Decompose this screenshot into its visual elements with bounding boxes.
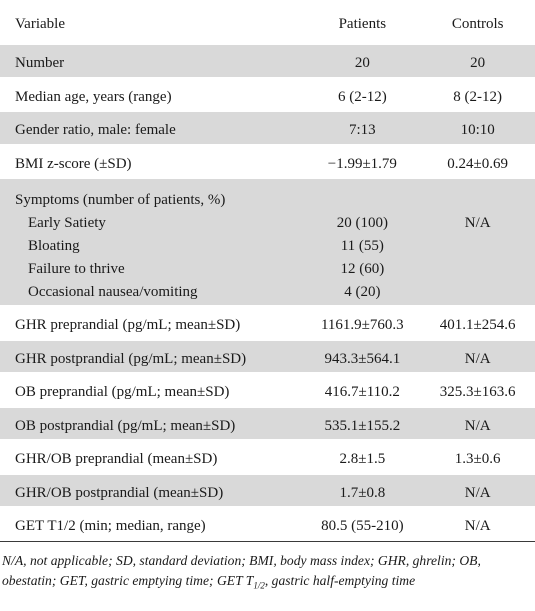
table-footnote: N/A, not applicable; SD, standard deviat… [2, 551, 532, 596]
symptom-label: Occasional nausea/vomiting [28, 284, 198, 300]
cell-patients: 416.7±110.2 [324, 384, 400, 400]
table-row: GHR postprandial (pg/mL; mean±SD) 943.3±… [0, 340, 535, 373]
footnote-text-end: , gastric half-emptying time [264, 572, 416, 588]
table-row: BMI z-score (±SD) −1.99±1.79 0.24±0.69 [0, 145, 535, 178]
cell-patients: 1.7±0.8 [339, 485, 386, 501]
cell-controls: N/A [464, 418, 491, 434]
cell-patients: 943.3±564.1 [324, 351, 401, 367]
header-variable: Variable [0, 0, 305, 45]
cell-patients: 20 [354, 55, 370, 71]
table-row-symptoms: Symptoms (number of patients, %) Early S… [0, 178, 535, 306]
cell-variable: Number [15, 55, 65, 71]
symptom-patients: 4 (20) [344, 284, 381, 300]
cell-patients: 7:13 [349, 122, 376, 138]
symptom-label: Early Satiety [28, 215, 106, 231]
cell-controls: 20 [470, 55, 486, 71]
header-patients: Patients [304, 0, 421, 45]
cell-variable: GET T1/2 (min; median, range) [0, 507, 305, 542]
cell-controls: N/A [464, 351, 491, 367]
cell-controls: 325.3±163.6 [439, 384, 516, 400]
table-row: GHR/OB preprandial (mean±SD) 2.8±1.5 1.3… [0, 440, 535, 474]
table-row: OB preprandial (pg/mL; mean±SD) 416.7±11… [0, 373, 535, 407]
cell-controls: 10:10 [460, 122, 495, 138]
cell-patients: −1.99±1.79 [327, 156, 397, 172]
symptom-controls: N/A [464, 215, 491, 231]
cell-variable: Gender ratio, male: female [15, 122, 176, 138]
cell-variable: BMI z-score (±SD) [15, 156, 132, 172]
table-row: OB postprandial (pg/mL; mean±SD) 535.1±1… [0, 407, 535, 440]
cell-controls: 401.1±254.6 [439, 317, 516, 333]
cell-controls: 8 (2-12) [453, 89, 503, 105]
cell-controls: 1.3±0.6 [454, 451, 501, 467]
cell-variable: GHR/OB preprandial (mean±SD) [15, 451, 218, 467]
cell-controls [420, 189, 535, 212]
symptom-label: Bloating [28, 238, 80, 254]
table-row: GET T1/2 (min; median, range) 80.5 (55-2… [0, 507, 535, 542]
cell-patients: 2.8±1.5 [339, 451, 386, 467]
cell-patients: 535.1±155.2 [324, 418, 401, 434]
cell-variable: GHR postprandial (pg/mL; mean±SD) [15, 351, 247, 367]
table-row: Number 20 20 [0, 44, 535, 78]
header-controls: Controls [420, 0, 535, 45]
symptom-patients: 20 (100) [336, 215, 388, 231]
cell-variable: GHR/OB postprandial (mean±SD) [15, 485, 224, 501]
footnote-text: N/A, not applicable; SD, standard deviat… [2, 553, 481, 588]
symptom-patients: 12 (60) [340, 261, 385, 277]
symptom-patients: 11 (55) [340, 238, 384, 254]
table-row: GHR preprandial (pg/mL; mean±SD) 1161.9±… [0, 306, 535, 340]
cell-patients: 80.5 (55-210) [304, 507, 421, 542]
cell-controls: N/A [420, 507, 535, 542]
cell-variable: GHR preprandial (pg/mL; mean±SD) [15, 317, 241, 333]
cell-controls: N/A [464, 485, 491, 501]
cell-controls: 0.24±0.69 [447, 156, 509, 172]
cell-patients [304, 189, 420, 212]
table-row: GHR/OB postprandial (mean±SD) 1.7±0.8 N/… [0, 474, 535, 507]
symptom-label: Failure to thrive [28, 261, 125, 277]
cell-variable: OB preprandial (pg/mL; mean±SD) [15, 384, 230, 400]
cell-patients: 6 (2-12) [337, 89, 387, 105]
data-table: Variable Patients Controls Number 20 20 … [0, 0, 535, 542]
cell-patients: 1161.9±760.3 [320, 317, 404, 333]
cell-variable: Median age, years (range) [15, 89, 172, 105]
cell-variable: OB postprandial (pg/mL; mean±SD) [15, 418, 236, 434]
table-row: Median age, years (range) 6 (2-12) 8 (2-… [0, 78, 535, 111]
table-header-row: Variable Patients Controls [0, 0, 535, 45]
footnote-subscript: 1/2 [253, 580, 265, 591]
cell-variable: Symptoms (number of patients, %) [15, 192, 226, 208]
table-row: Gender ratio, male: female 7:13 10:10 [0, 111, 535, 145]
